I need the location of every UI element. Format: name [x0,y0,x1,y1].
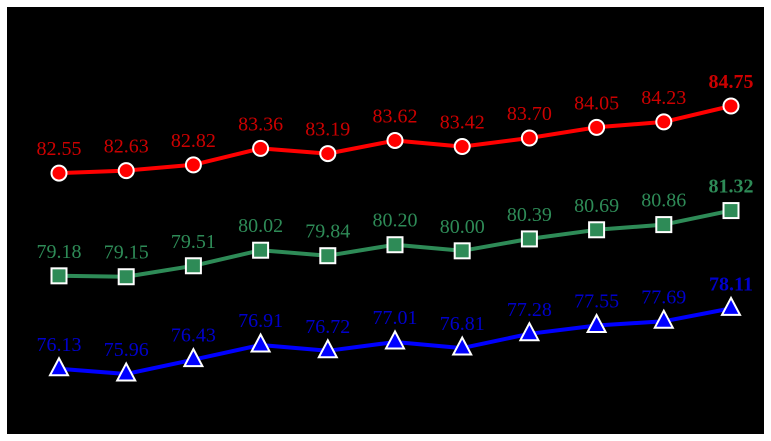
circle-marker [453,138,471,156]
triangle-marker [653,308,675,329]
data-label: 83.42 [440,112,485,134]
data-label: 81.32 [709,176,754,198]
triangle-marker [585,312,608,333]
triangle-marker [317,338,339,359]
data-label: 75.96 [104,339,149,361]
data-label: 84.75 [709,71,754,93]
data-label: 80.39 [507,204,552,226]
data-label: 77.28 [507,299,552,321]
circle-marker [520,129,538,147]
data-label: 83.36 [238,113,283,135]
data-label: 80.69 [574,195,619,217]
triangle-marker [451,335,473,356]
circle-marker [386,131,404,149]
square-marker [50,267,68,285]
circle-marker [50,164,68,182]
data-label: 76.72 [305,316,350,338]
data-label: 79.18 [37,241,82,263]
triangle-marker [48,356,70,377]
data-label: 84.05 [574,92,619,114]
circle-marker [655,113,673,131]
square-marker [453,242,471,260]
series-layer: 82.55 82.63 82.82 83.36 83.19 83.62 83.42 83.70… [37,71,754,382]
series-1: 82.55 82.63 82.82 83.36 83.19 83.62 83.42 83.70… [37,71,754,182]
square-marker [520,230,538,248]
circle-marker [722,97,740,115]
triangle-marker [182,346,205,368]
data-label: 82.63 [104,136,149,158]
data-label: 79.84 [305,221,350,243]
square-marker [184,257,202,275]
square-marker [386,236,404,254]
circle-marker [184,156,202,174]
series-2: 79.18 79.15 79.51 80.02 79.84 80.20 80.00 80.39… [37,176,754,286]
data-label: 77.69 [641,286,686,308]
square-marker [588,221,606,239]
data-label: 80.00 [440,216,485,238]
circle-marker [117,162,135,180]
data-label: 83.62 [373,105,418,127]
data-label: 83.19 [305,119,350,141]
square-marker [655,216,673,234]
triangle-marker [249,332,272,353]
triangle-marker [518,321,541,342]
data-label: 83.70 [507,103,552,125]
data-label: 82.55 [37,138,82,160]
data-label: 76.81 [440,313,485,335]
data-label: 80.86 [641,190,686,212]
circle-marker [319,145,337,163]
square-marker [722,202,740,220]
data-label: 80.02 [238,215,283,237]
triangle-marker [720,295,742,316]
data-label: 84.23 [641,87,686,109]
data-label: 76.13 [37,334,82,356]
plot-background [7,7,764,434]
triangle-marker [384,329,406,350]
data-label: 77.55 [574,291,619,313]
data-label: 76.91 [238,310,283,332]
series-3: 76.13 75.96 76.43 76.91 76.72 77.01 76.81 77.28… [37,273,753,382]
square-marker [117,268,135,286]
circle-marker [252,139,270,157]
data-label: 76.43 [171,325,216,347]
triangle-marker [115,361,137,382]
data-label: 78.11 [709,273,753,295]
data-label: 79.15 [104,242,149,264]
data-label: 79.51 [171,231,216,253]
circle-marker [588,118,606,136]
data-label: 80.20 [373,210,418,232]
square-marker [252,241,270,259]
data-label: 82.82 [171,130,216,152]
data-label: 77.01 [373,307,418,329]
square-marker [319,247,337,265]
